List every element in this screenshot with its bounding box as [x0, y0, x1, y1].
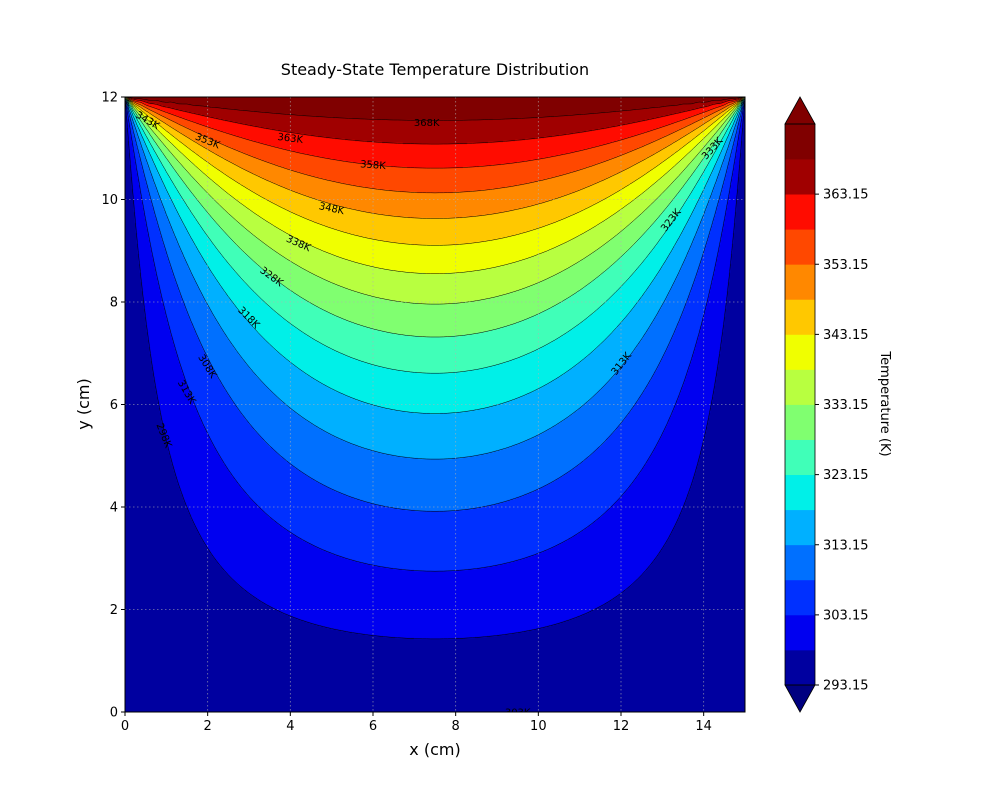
colorbar-band: [785, 229, 815, 265]
x-tick-label: 0: [121, 719, 129, 734]
contour-line: [125, 97, 745, 246]
contour-label: 363K: [277, 132, 304, 146]
colorbar-extend-max: [784, 96, 816, 125]
contour-line: [125, 100, 745, 512]
colorbar-band: [785, 159, 815, 195]
x-tick-label: 10: [530, 719, 547, 734]
contour-label: 303K: [505, 708, 531, 719]
x-tick-label: 12: [613, 719, 630, 734]
colorbar-band: [785, 334, 815, 370]
grid-lines: [125, 97, 745, 712]
contour-line: [127, 97, 743, 169]
y-axis: 0 2 4 6 8 10 12: [101, 91, 125, 721]
colorbar-tick-label: 293.15: [823, 679, 869, 694]
contour-line: [125, 98, 745, 374]
y-tick-label: 0: [110, 706, 118, 721]
contour-line: [125, 99, 745, 460]
colorbar-extend-min: [784, 684, 816, 713]
contour-line: [126, 97, 744, 194]
plot-area: 368K363K358K353K348K343K338K333K328K323K…: [124, 96, 746, 719]
contour-label: 368K: [414, 118, 440, 129]
colorbar-band: [785, 614, 815, 651]
colorbar-tick-label: 323.15: [823, 468, 869, 483]
colorbar-tick-label: 303.15: [823, 608, 869, 623]
contour-line: [125, 97, 745, 338]
y-tick-label: 10: [101, 193, 118, 208]
contour-line: [125, 97, 745, 274]
colorbar-band: [785, 404, 815, 440]
contour-label: 348K: [318, 201, 346, 217]
colorbar-tick-label: 353.15: [823, 258, 869, 273]
colorbar-band: [785, 369, 815, 405]
contour-line: [125, 100, 745, 572]
colorbar-tick-label: 363.15: [823, 188, 869, 203]
contour-line: [125, 98, 745, 414]
y-tick-label: 8: [110, 296, 118, 311]
contour-line: [126, 97, 744, 219]
colorbar-tick-label: 333.15: [823, 398, 869, 413]
colorbar: 293.15 303.15 313.15 323.15 333.15 343.15 353.…: [784, 96, 869, 713]
colorbar-band: [785, 299, 815, 335]
x-tick-label: 6: [369, 719, 377, 734]
x-axis: 0 2 4 6 8 10 12 14: [121, 712, 712, 734]
y-tick-label: 6: [110, 398, 118, 413]
colorbar-band: [785, 439, 815, 476]
contour-line: [128, 97, 742, 121]
y-tick-label: 12: [101, 91, 118, 106]
colorbar-band: [785, 579, 815, 616]
y-tick-label: 4: [110, 501, 118, 516]
colorbar-band: [785, 509, 815, 546]
colorbar-band: [785, 544, 815, 581]
x-tick-label: 4: [286, 719, 294, 734]
x-axis-label: x (cm): [409, 740, 460, 759]
contour-label: 358K: [360, 159, 387, 172]
y-axis-label: y (cm): [74, 378, 93, 429]
colorbar-label: Temperature (K): [877, 350, 892, 456]
x-tick-label: 8: [452, 719, 460, 734]
colorbar-tick-label: 313.15: [823, 538, 869, 553]
contour-line: [127, 97, 743, 145]
contour-line: [125, 101, 745, 640]
colorbar-tick-label: 343.15: [823, 328, 869, 343]
colorbar-band: [785, 649, 815, 686]
x-tick-label: 2: [204, 719, 212, 734]
colorbar-band: [785, 474, 815, 511]
colorbar-band: [785, 194, 815, 230]
y-tick-label: 2: [110, 603, 118, 618]
x-tick-label: 14: [695, 719, 712, 734]
chart-title: Steady-State Temperature Distribution: [281, 60, 589, 79]
colorbar-band: [785, 264, 815, 300]
colorbar-band: [785, 124, 815, 160]
